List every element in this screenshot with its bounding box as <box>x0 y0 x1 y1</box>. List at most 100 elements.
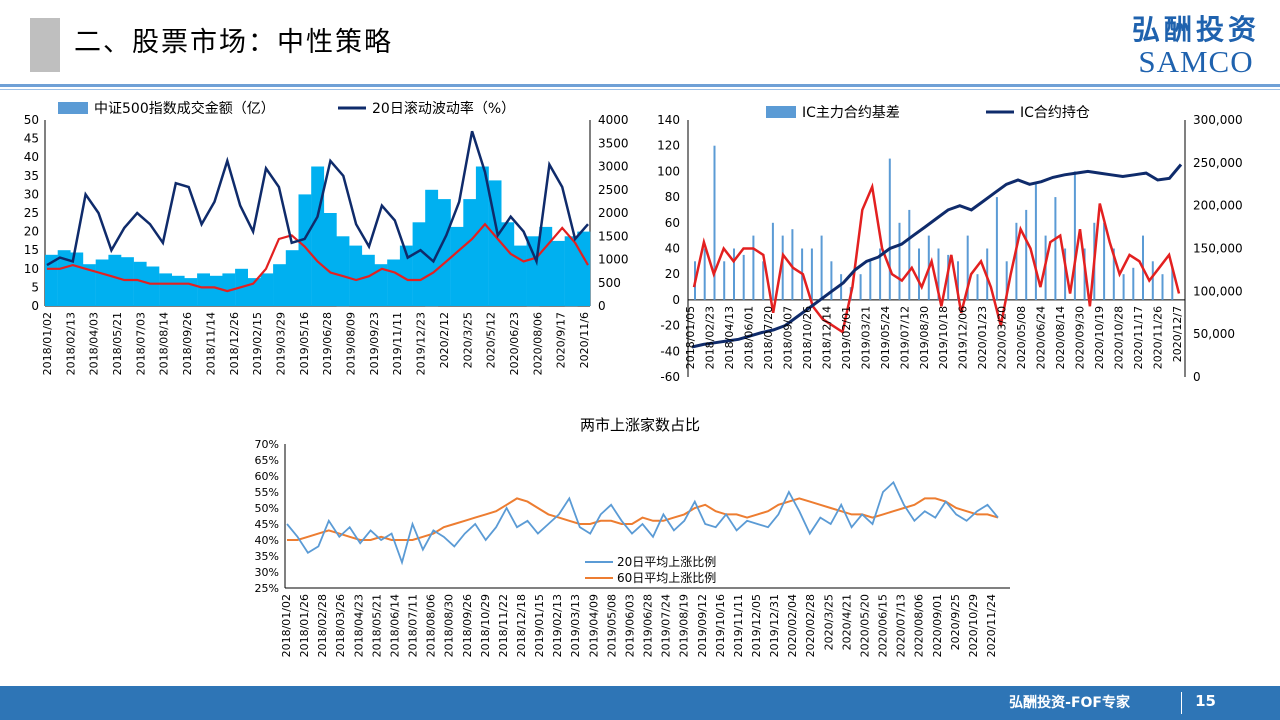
volume-bar <box>349 245 363 306</box>
left-axis-tick-label: 25 <box>24 206 39 220</box>
rolling-mean-line <box>47 222 589 293</box>
volume-bar <box>539 226 553 306</box>
x-axis-tick-label: 2019/07/12 <box>898 306 911 369</box>
x-axis-tick-label: 2019/10/16 <box>714 594 727 657</box>
basis-bar <box>752 235 755 300</box>
x-axis-tick-label: 2020/02/04 <box>786 594 799 657</box>
volume-bar <box>184 278 198 306</box>
x-axis-tick-label: 2020/11/17 <box>1132 306 1145 369</box>
x-axis-tick-label: 2019/09/23 <box>368 312 381 375</box>
basis-bar <box>733 248 735 300</box>
y-axis-tick-label: 35% <box>255 550 279 563</box>
y-axis-tick-label: 70% <box>255 438 279 451</box>
basis-bar <box>976 274 979 300</box>
basis-bar <box>859 274 862 300</box>
basis-bar <box>1025 209 1028 300</box>
volume-bar <box>209 275 223 306</box>
basis-bar <box>888 158 891 300</box>
x-axis-tick-label: 2020/02/28 <box>804 594 817 657</box>
x-axis-tick-label: 2019/03/21 <box>859 306 872 369</box>
x-axis-tick-label: 2018/09/07 <box>781 306 794 369</box>
volume-bar <box>197 273 210 306</box>
left-axis-tick-label: -40 <box>660 344 680 358</box>
x-axis-tick-label: 2020/06/15 <box>877 594 890 657</box>
x-axis-tick-label: 2018/10/26 <box>801 306 814 369</box>
right-axis-tick-label: 4000 <box>598 113 629 127</box>
right-axis-tick-label: 2500 <box>598 183 629 197</box>
ic-basis-position-chart: IC主力合约基差 IC合约持仓 -60 -40 -20 0 20 40 60 80 100 120 14… <box>657 104 1243 384</box>
right-axis-tick-label: 1500 <box>598 229 629 243</box>
x-axis-tick-label: 2018/02/28 <box>316 594 329 657</box>
volume-bar <box>45 254 58 306</box>
basis-bar <box>1054 197 1057 300</box>
x-axis-tick-label: 2018/06/01 <box>742 306 755 369</box>
basis-bar <box>1151 261 1154 300</box>
basis-bar <box>1122 274 1125 300</box>
x-axis-tick-label: 2018/01/02 <box>41 312 54 375</box>
x-axis-tick-label: 2018/02/13 <box>64 312 77 375</box>
legend-swatch-basis <box>766 106 796 118</box>
left-axis-tick-label: 20 <box>24 225 39 239</box>
chart-title: 两市上涨家数占比 <box>580 416 700 434</box>
legend-label-position: IC合约持仓 <box>1020 105 1090 121</box>
basis-bar <box>879 248 882 300</box>
volume-bar <box>57 250 71 306</box>
legend-label-ma20: 20日平均上涨比例 <box>617 554 716 569</box>
legend-label-basis: IC主力合约基差 <box>802 104 900 121</box>
right-axis-tick-label: 300,000 <box>1193 113 1243 127</box>
x-axis-tick-label: 2020/12/7 <box>1171 306 1184 362</box>
x-axis-tick-label: 2018/08/14 <box>158 312 171 375</box>
volume-bar <box>83 264 96 306</box>
x-axis-tick-label: 2018/01/26 <box>298 594 311 657</box>
x-axis-tick-label: 2018/04/13 <box>723 306 736 369</box>
x-axis-tick-label: 2019/08/30 <box>918 306 931 369</box>
x-axis-tick-label: 2019/10/18 <box>937 306 950 369</box>
x-axis-tick-label: 2018/08/06 <box>425 594 438 657</box>
x-axis-tick-label: 2018/09/26 <box>461 594 474 657</box>
y-axis-tick-label: 40% <box>255 534 279 547</box>
basis-bar <box>1171 267 1174 300</box>
y-axis-tick-label: 50% <box>255 502 279 515</box>
x-axis-tick-label: 2020/11/26 <box>1152 306 1165 369</box>
x-axis-tick-label: 2020/08/14 <box>1054 306 1067 369</box>
basis-bar <box>791 229 794 300</box>
basis-bar <box>1015 222 1018 300</box>
basis-bar <box>1103 222 1106 300</box>
volume-bar <box>361 254 375 306</box>
left-axis-tick-label: 20 <box>665 267 680 281</box>
basis-bar <box>898 222 901 300</box>
x-axis-tick-label: 2020/10/28 <box>1113 306 1126 369</box>
right-axis-tick-label: 0 <box>1193 370 1201 384</box>
left-axis-tick-label: 15 <box>24 243 39 257</box>
volume-bar <box>577 231 591 306</box>
legend-label-volume: 中证500指数成交金额（亿） <box>94 100 275 117</box>
x-axis-tick-label: 2020/3/25 <box>822 594 835 650</box>
x-axis-tick-label: 2020/11/24 <box>985 594 998 657</box>
volume-bar <box>374 264 388 306</box>
y-axis-tick-label: 25% <box>255 582 279 595</box>
y-axis-tick-label: 60% <box>255 470 279 483</box>
basis-bar <box>703 248 706 300</box>
basis-bar <box>869 261 872 300</box>
x-axis-tick-label: 2018/04/23 <box>352 594 365 657</box>
left-axis-tick-label: 100 <box>657 164 680 178</box>
x-axis-tick-label: 2020/03/20 <box>996 306 1009 369</box>
ma20-line <box>286 480 999 566</box>
left-axis-tick-label: 80 <box>665 190 680 204</box>
right-axis-tick-label: 1000 <box>598 253 629 267</box>
x-axis-tick-label: 2019/12/31 <box>768 594 781 657</box>
basis-bar <box>713 145 716 300</box>
basis-bar <box>918 248 920 300</box>
right-axis-tick-label: 500 <box>598 276 621 290</box>
x-axis-tick-label: 2018/09/26 <box>181 312 194 375</box>
x-axis-tick-label: 2018/08/30 <box>443 594 456 657</box>
basis-bar <box>1073 171 1076 300</box>
x-axis-tick-label: 2019/12/06 <box>957 306 970 369</box>
left-axis-tick-label: 35 <box>24 169 39 183</box>
right-axis-tick-label: 2000 <box>598 206 629 220</box>
page-number: 15 <box>1195 692 1216 710</box>
volume-bar <box>387 259 401 306</box>
x-axis-tick-label: 2020/05/20 <box>858 594 871 657</box>
x-axis-tick-label: 2020/01/23 <box>976 306 989 369</box>
x-axis-tick-label: 2018/07/03 <box>134 312 147 375</box>
